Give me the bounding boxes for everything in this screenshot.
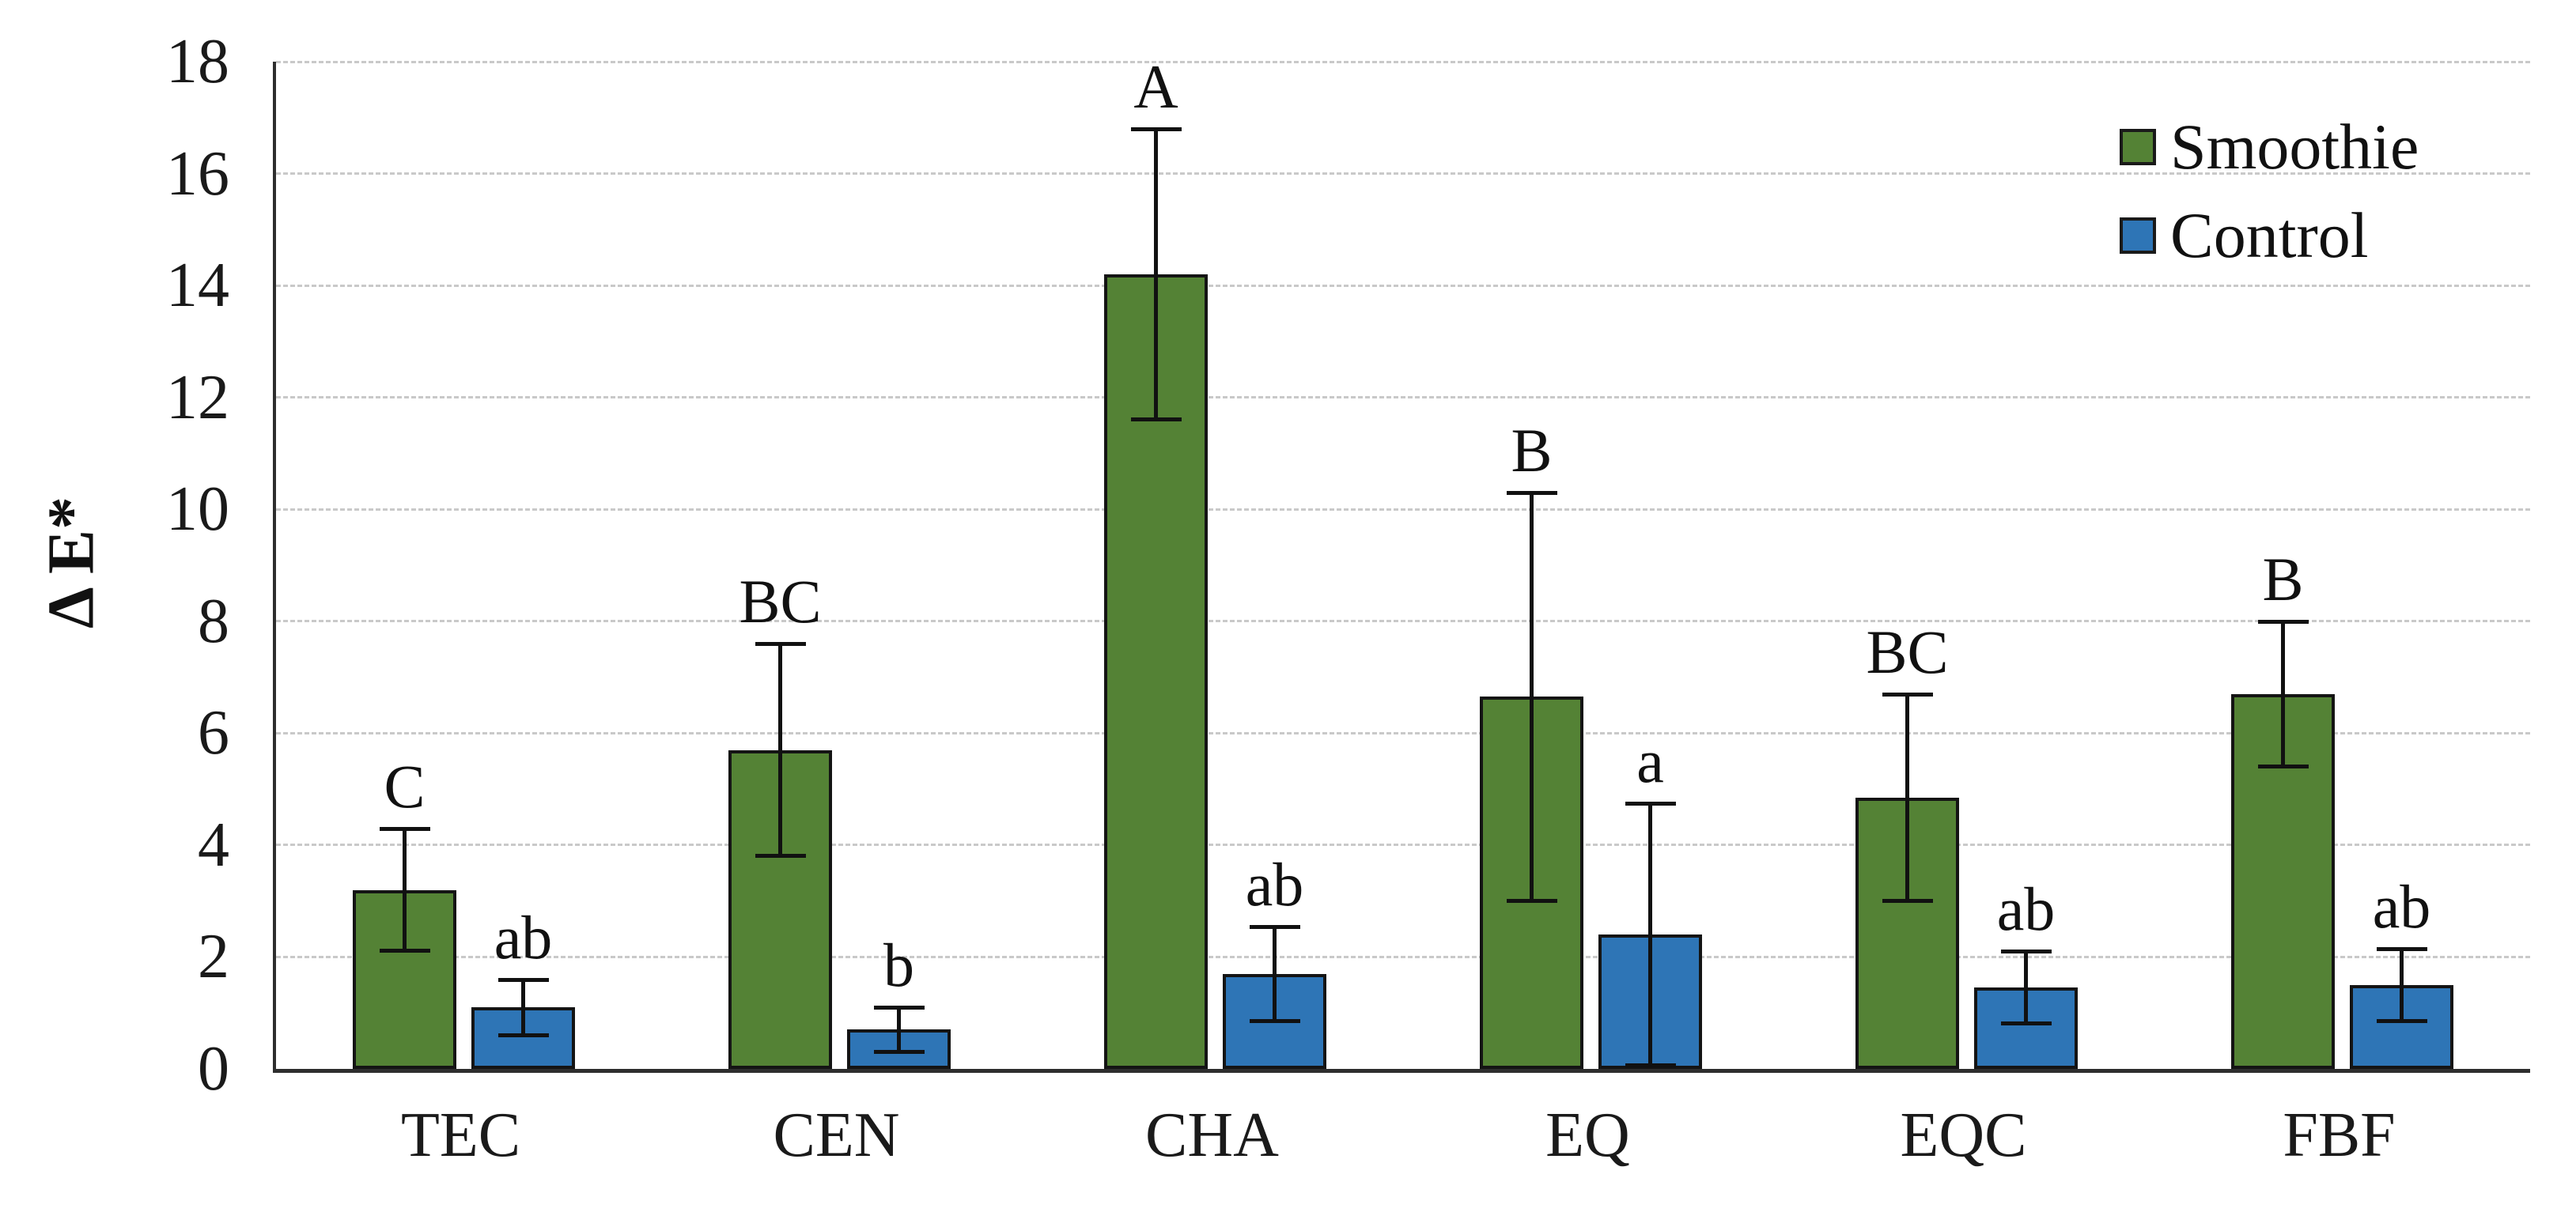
error-cap-top-smoothie-cen [755, 642, 806, 647]
significance-letter-control-cen: b [883, 931, 914, 1000]
gridline-y-16 [276, 172, 2530, 176]
error-bar-smoothie-cha [1154, 128, 1158, 420]
x-category-label-eqc: EQC [1900, 1101, 2027, 1170]
error-cap-top-control-tec [497, 977, 549, 982]
gridline-y-14 [276, 284, 2530, 287]
gridline-y-2 [276, 955, 2530, 958]
gridline-y-8 [276, 620, 2530, 623]
error-cap-bottom-control-cen [873, 1049, 925, 1054]
y-tick-label-14: 14 [166, 251, 229, 321]
error-cap-top-smoothie-eqc [1882, 692, 1933, 697]
error-bar-smoothie-eq [1530, 492, 1534, 901]
error-bar-control-eq [1648, 802, 1652, 1067]
error-bar-smoothie-cen [778, 644, 782, 857]
significance-letter-smoothie-eqc: BC [1866, 617, 1949, 686]
significance-letter-smoothie-eq: B [1511, 415, 1553, 485]
error-cap-bottom-smoothie-cha [1130, 417, 1182, 421]
significance-letter-control-eqc: ab [1996, 874, 2056, 944]
significance-letter-smoothie-fbf: B [2262, 544, 2304, 614]
significance-letter-smoothie-cen: BC [739, 567, 822, 636]
gridline-y-4 [276, 844, 2530, 847]
error-cap-top-control-eqc [2000, 950, 2052, 954]
error-cap-bottom-control-tec [497, 1033, 549, 1037]
significance-letter-control-cha: ab [1245, 849, 1304, 919]
error-cap-bottom-smoothie-eqc [1882, 898, 1933, 903]
x-category-label-cen: CEN [773, 1101, 900, 1170]
y-tick-label-16: 16 [166, 138, 229, 209]
error-cap-bottom-smoothie-tec [379, 949, 430, 953]
error-bar-smoothie-eqc [1905, 693, 1909, 901]
legend-item-smoothie: Smoothie [2120, 103, 2419, 191]
significance-letter-smoothie-cha: A [1133, 51, 1178, 121]
error-cap-top-control-cha [1249, 924, 1300, 929]
error-cap-bottom-control-eq [1625, 1063, 1676, 1068]
error-cap-top-smoothie-eq [1506, 490, 1557, 495]
y-tick-label-10: 10 [166, 474, 229, 545]
y-tick-label-8: 8 [198, 586, 229, 656]
control-swatch-icon [2120, 217, 2156, 254]
error-cap-top-smoothie-fbf [2257, 619, 2309, 624]
legend: Smoothie Control [2120, 103, 2419, 280]
significance-letter-control-tec: ab [494, 902, 553, 972]
y-tick-label-18: 18 [166, 27, 229, 96]
error-bar-control-eqc [2024, 951, 2028, 1025]
error-bar-smoothie-fbf [2281, 621, 2285, 767]
error-cap-bottom-smoothie-eq [1506, 898, 1557, 903]
error-cap-top-smoothie-tec [379, 826, 430, 831]
error-cap-top-control-eq [1625, 801, 1676, 806]
error-bar-control-cha [1273, 926, 1277, 1021]
error-cap-bottom-smoothie-cen [755, 854, 806, 859]
error-bar-control-tec [521, 979, 525, 1036]
error-cap-top-control-cen [873, 1006, 925, 1010]
y-tick-label-6: 6 [198, 698, 229, 768]
x-category-label-tec: TEC [400, 1101, 521, 1170]
x-category-label-fbf: FBF [2283, 1101, 2396, 1170]
gridline-y-18 [276, 60, 2530, 63]
gridline-y-12 [276, 396, 2530, 399]
error-cap-top-control-fbf [2376, 946, 2427, 951]
error-cap-bottom-smoothie-fbf [2257, 764, 2309, 768]
error-cap-top-smoothie-cha [1130, 126, 1182, 131]
error-bar-smoothie-tec [403, 828, 407, 952]
error-bar-control-fbf [2400, 948, 2404, 1021]
gridline-y-10 [276, 508, 2530, 511]
error-bar-control-cen [897, 1007, 901, 1052]
legend-label-control: Control [2170, 199, 2369, 271]
legend-label-smoothie: Smoothie [2170, 111, 2419, 183]
significance-letter-smoothie-tec: C [384, 751, 426, 821]
gridline-y-6 [276, 731, 2530, 734]
y-tick-label-0: 0 [198, 1034, 229, 1104]
y-tick-label-2: 2 [198, 922, 229, 992]
significance-letter-control-fbf: ab [2372, 871, 2431, 941]
significance-letter-control-eq: a [1636, 726, 1664, 795]
x-category-label-cha: CHA [1145, 1101, 1279, 1170]
error-cap-bottom-control-cha [1249, 1018, 1300, 1023]
legend-item-control: Control [2120, 191, 2419, 280]
error-cap-bottom-control-fbf [2376, 1018, 2427, 1023]
smoothie-swatch-icon [2120, 129, 2156, 165]
y-tick-label-4: 4 [198, 810, 229, 880]
error-cap-bottom-control-eqc [2000, 1021, 2052, 1026]
y-tick-label-12: 12 [166, 362, 229, 432]
x-category-label-eq: EQ [1545, 1101, 1630, 1170]
